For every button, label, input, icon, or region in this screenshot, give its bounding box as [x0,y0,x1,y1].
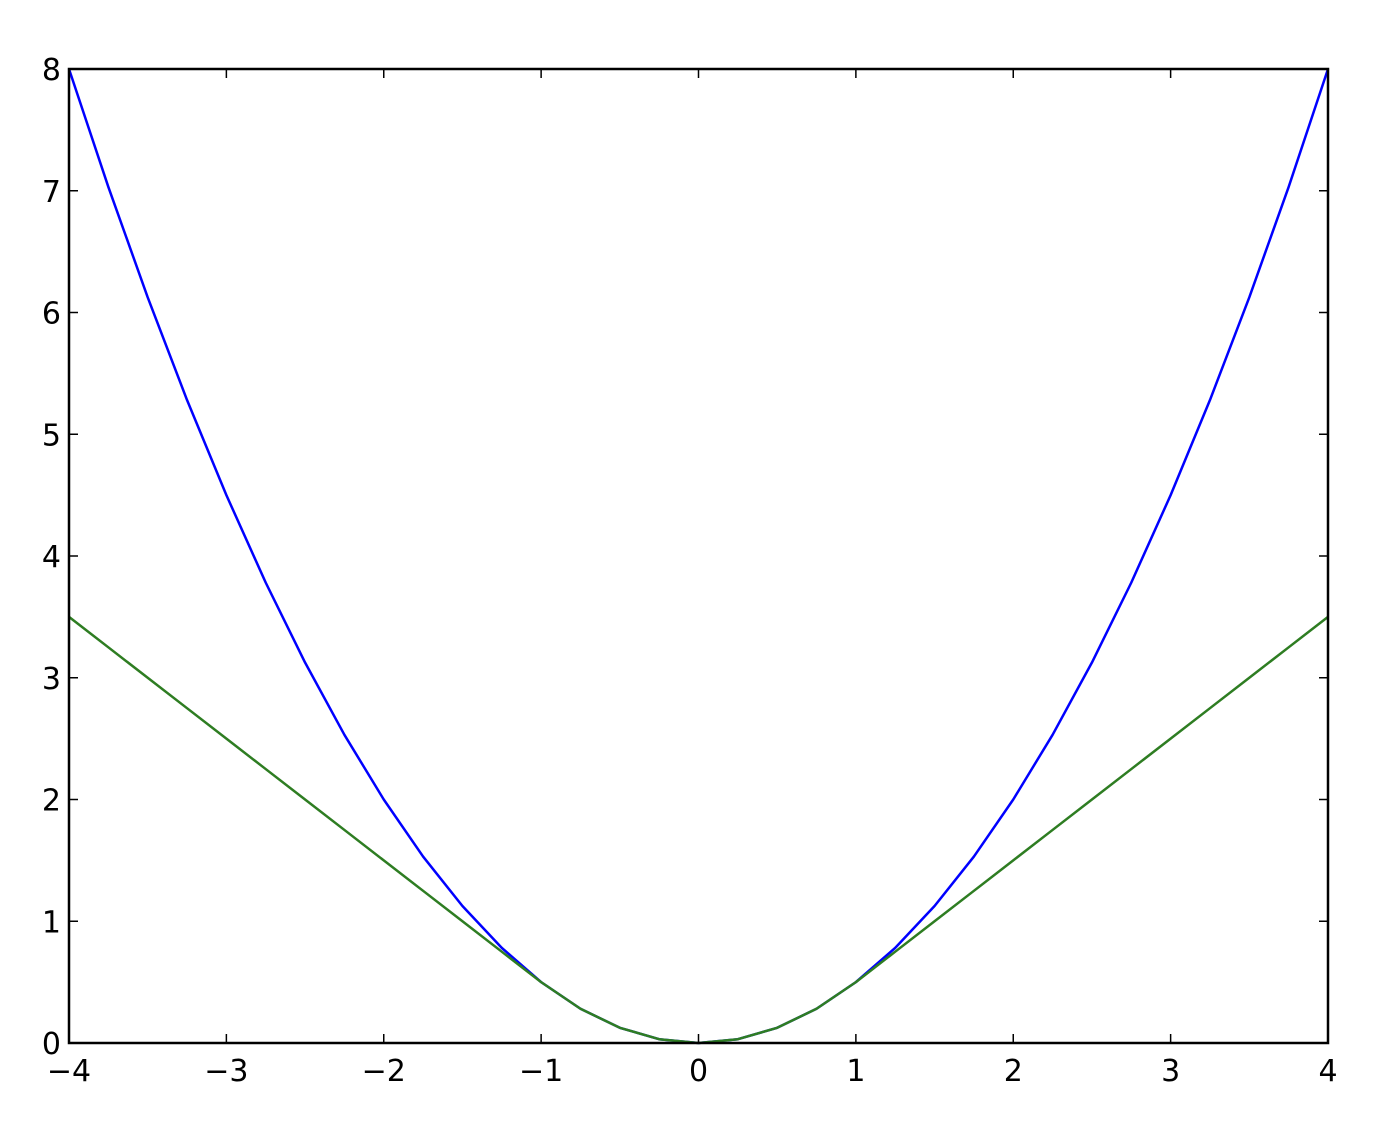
y-tick-label: 4 [42,540,61,575]
y-tick-label: 3 [42,662,61,697]
series-line-2 [68,615,1329,1045]
plot-frame [67,67,1330,1045]
y-tick-label: 7 [42,175,61,210]
series-line-1 [67,68,1330,1045]
x-tick-label: −4 [47,1054,91,1089]
x-tick-label: 0 [689,1054,708,1089]
x-tick-label: 1 [846,1054,865,1089]
x-tick-label: −3 [204,1054,248,1089]
x-tick-label: −1 [519,1054,563,1089]
y-tick-label: 5 [42,418,61,453]
x-tick-label: 2 [1004,1054,1023,1089]
y-tick-label: 6 [42,297,61,332]
x-tick-label: 4 [1318,1054,1337,1089]
y-tick-label: 8 [42,53,61,88]
y-tick-label: 1 [42,905,61,940]
x-tick-label: 3 [1161,1054,1180,1089]
y-tick-label: 0 [42,1027,61,1062]
y-tick-label: 2 [42,784,61,819]
x-tick-label: −2 [362,1054,406,1089]
